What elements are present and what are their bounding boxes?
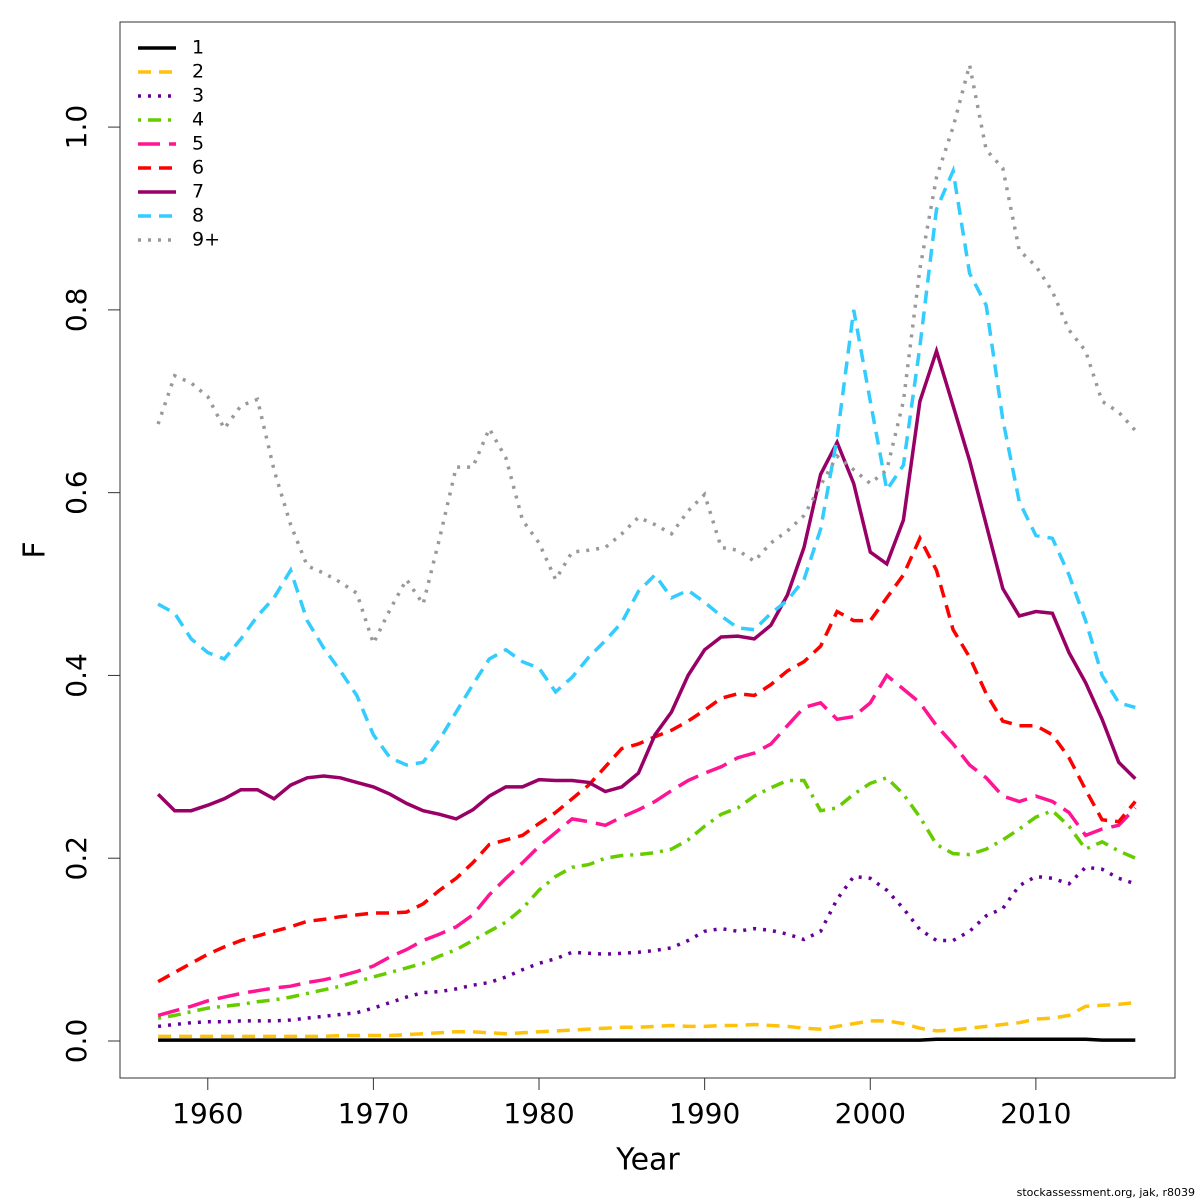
series-line <box>156 64 1137 649</box>
legend-label: 5 <box>192 133 204 155</box>
legend-label: 1 <box>192 37 204 59</box>
x-tick-label: 2010 <box>1000 1097 1071 1130</box>
x-tick-label: 1970 <box>338 1097 409 1130</box>
y-tick-label: 0.6 <box>60 470 93 515</box>
series-line <box>157 534 1137 984</box>
series-line <box>156 345 1137 821</box>
legend-label: 8 <box>192 205 204 227</box>
y-tick-label: 0.0 <box>60 1019 93 1064</box>
y-axis-label: F <box>18 541 53 558</box>
x-tick-label: 1990 <box>669 1097 740 1130</box>
x-tick-label: 1960 <box>172 1097 243 1130</box>
y-tick-label: 0.4 <box>60 653 93 698</box>
footnote: stockassessment.org, jak, r8039 <box>1017 1186 1195 1199</box>
series-line <box>157 865 1136 1029</box>
legend-label: 7 <box>192 181 204 203</box>
legend-label: 6 <box>192 157 204 179</box>
legend-label: 4 <box>192 109 204 131</box>
plot-frame <box>119 21 1176 1079</box>
y-tick-label: 0.8 <box>60 288 93 333</box>
series-line <box>158 1000 1136 1039</box>
y-tick-label: 1.0 <box>60 105 93 150</box>
series-line <box>157 164 1136 767</box>
legend-label: 9+ <box>192 229 220 251</box>
series-line <box>157 672 1137 1018</box>
series-line <box>158 1037 1136 1042</box>
y-tick-label: 0.2 <box>60 836 93 881</box>
x-axis-label: Year <box>615 1143 680 1178</box>
x-tick-label: 2000 <box>835 1097 906 1130</box>
x-tick-label: 1980 <box>503 1097 574 1130</box>
legend-label: 2 <box>192 61 204 83</box>
legend-label: 3 <box>192 85 204 107</box>
series-line <box>157 775 1137 1020</box>
